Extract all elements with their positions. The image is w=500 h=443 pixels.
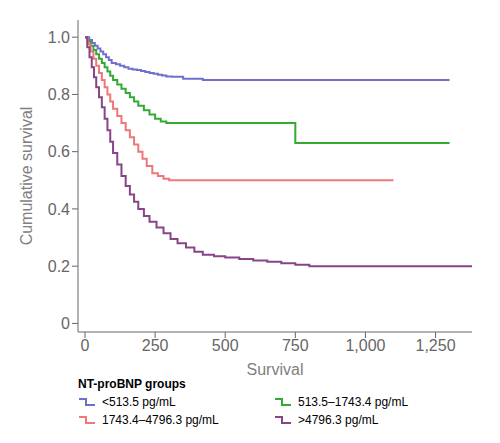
svg-text:0: 0 (81, 337, 90, 354)
svg-text:0.4: 0.4 (48, 201, 70, 218)
svg-text:1.0: 1.0 (48, 29, 70, 46)
svg-text:Cumulative survival: Cumulative survival (18, 107, 35, 246)
svg-text:250: 250 (142, 337, 169, 354)
svg-text:1,250: 1,250 (416, 337, 456, 354)
html-text:513.5–1743.4 pg/mL: 513.5–1743.4 pg/mL (298, 395, 409, 409)
html-text:>4796.3 pg/mL: >4796.3 pg/mL (298, 413, 379, 427)
svg-text:0: 0 (61, 315, 70, 332)
html-text:<513.5 pg/mL: <513.5 pg/mL (102, 395, 176, 409)
svg-text:0.2: 0.2 (48, 258, 70, 275)
svg-text:0.6: 0.6 (48, 143, 70, 160)
html-text:1743.4–4796.3 pg/mL: 1743.4–4796.3 pg/mL (102, 413, 219, 427)
svg-text:500: 500 (212, 337, 239, 354)
svg-text:750: 750 (282, 337, 309, 354)
svg-text:0.8: 0.8 (48, 86, 70, 103)
svg-text:Survival: Survival (247, 361, 304, 378)
html-text:NT-proBNP groups: NT-proBNP groups (78, 377, 186, 391)
svg-text:1,000: 1,000 (345, 337, 385, 354)
